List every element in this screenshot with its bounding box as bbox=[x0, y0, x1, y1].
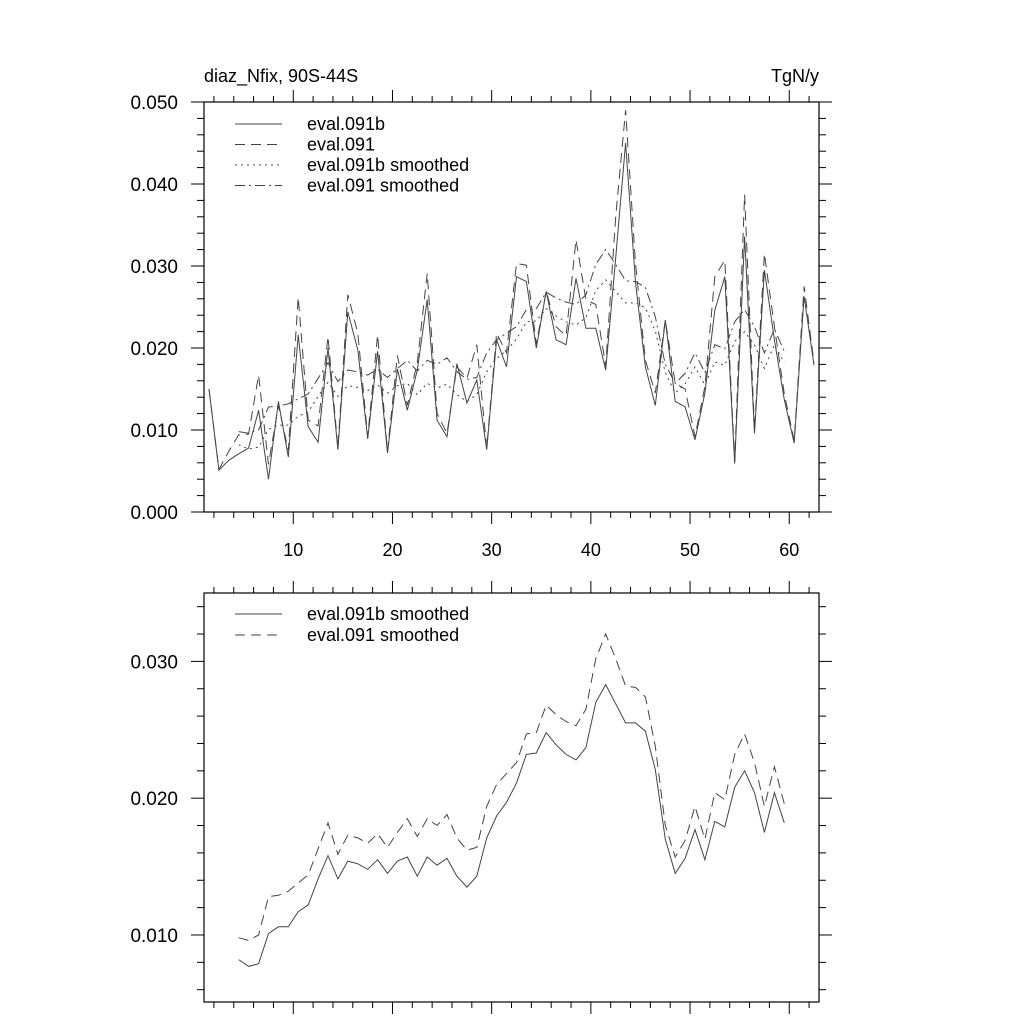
y-tick-label: 0.030 bbox=[130, 257, 178, 278]
y-tick-label: 0.010 bbox=[130, 421, 178, 442]
legend-label: eval.091b smoothed bbox=[307, 604, 469, 624]
x-tick-label: 50 bbox=[680, 540, 700, 560]
y-tick-label: 0.040 bbox=[130, 175, 178, 196]
x-tick-label: 40 bbox=[581, 540, 601, 560]
y-tick-label: 0.050 bbox=[130, 93, 178, 114]
bottom-panel: 0.010 0.020 0.030 eval.091b smoothedeval.09… bbox=[130, 581, 832, 1014]
series-line-eval-091b-smoothed bbox=[238, 279, 785, 450]
chart-title-left: diaz_Nfix, 90S-44S bbox=[204, 66, 358, 87]
x-tick-label: 60 bbox=[779, 540, 799, 560]
x-tick-label: 20 bbox=[382, 540, 402, 560]
plot-frame bbox=[203, 592, 820, 1003]
y-tick-label: 0.030 bbox=[130, 652, 178, 673]
x-tick-label: 10 bbox=[283, 540, 303, 560]
series-line-eval-091 bbox=[208, 110, 815, 472]
top-panel: 10 20 30 40 50 60 0.000 0.010 0.020 0.030 0.040 0.0… bbox=[130, 90, 832, 560]
y-tick-label: 0.020 bbox=[130, 339, 178, 360]
legend-label: eval.091b bbox=[307, 114, 385, 134]
series-line-eval-091b bbox=[208, 142, 815, 480]
series-line-eval-091-smoothed bbox=[238, 248, 785, 434]
series-line-eval-091b-smoothed bbox=[238, 683, 785, 967]
y-tick-label: 0.010 bbox=[130, 926, 178, 947]
y-tick-label: 0.000 bbox=[130, 503, 178, 524]
x-tick-label: 30 bbox=[482, 540, 502, 560]
series-line-eval-091-smoothed bbox=[238, 632, 785, 941]
legend-label: eval.091 smoothed bbox=[307, 625, 459, 645]
chart-units-label: TgN/y bbox=[771, 66, 819, 86]
y-tick-label: 0.020 bbox=[130, 789, 178, 810]
plot-frame bbox=[203, 101, 820, 513]
legend-label: eval.091 smoothed bbox=[307, 176, 459, 196]
legend-label: eval.091b smoothed bbox=[307, 155, 469, 175]
legend-label: eval.091 bbox=[307, 135, 375, 155]
